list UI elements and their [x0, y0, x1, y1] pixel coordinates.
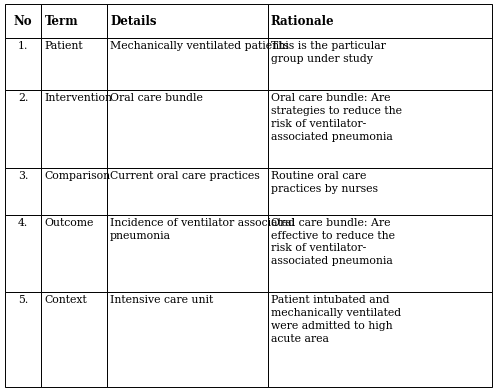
Text: Context: Context	[44, 295, 87, 305]
Bar	[41, 292, 107, 387]
Text: Rationale: Rationale	[271, 14, 334, 28]
Text: Details: Details	[110, 14, 157, 28]
Bar	[5, 215, 41, 292]
Text: Oral care bundle: Are
effective to reduce the
risk of ventilator-
associated pne: Oral care bundle: Are effective to reduc…	[271, 218, 395, 266]
Bar	[5, 38, 41, 90]
Text: Intervention: Intervention	[44, 93, 112, 103]
Text: Oral care bundle: Oral care bundle	[110, 93, 203, 103]
Text: Term: Term	[44, 14, 78, 28]
Text: No: No	[14, 14, 32, 28]
Text: Intensive care unit: Intensive care unit	[110, 295, 213, 305]
Text: 4.: 4.	[18, 218, 28, 228]
Bar	[107, 4, 268, 38]
Text: Routine oral care
practices by nurses: Routine oral care practices by nurses	[271, 171, 378, 194]
Bar	[5, 90, 41, 168]
Bar	[107, 292, 268, 387]
Bar	[107, 215, 268, 292]
Bar	[41, 4, 107, 38]
Bar	[41, 215, 107, 292]
Text: Incidence of ventilator associated
pneumonia: Incidence of ventilator associated pneum…	[110, 218, 295, 240]
Bar	[268, 4, 492, 38]
Bar	[268, 292, 492, 387]
Bar	[268, 90, 492, 168]
Bar	[107, 38, 268, 90]
Text: Comparison: Comparison	[44, 171, 110, 181]
Text: This is the particular
group under study: This is the particular group under study	[271, 41, 386, 64]
Text: Patient intubated and
mechanically ventilated
were admitted to high
acute area: Patient intubated and mechanically venti…	[271, 295, 401, 344]
Bar	[268, 38, 492, 90]
Text: Patient: Patient	[44, 41, 83, 52]
Bar	[41, 90, 107, 168]
Bar	[41, 168, 107, 215]
Bar	[107, 168, 268, 215]
Text: Outcome: Outcome	[44, 218, 94, 228]
Bar	[268, 215, 492, 292]
Bar	[5, 292, 41, 387]
Bar	[268, 168, 492, 215]
Bar	[107, 90, 268, 168]
Text: Oral care bundle: Are
strategies to reduce the
risk of ventilator-
associated pn: Oral care bundle: Are strategies to redu…	[271, 93, 402, 142]
Bar	[5, 168, 41, 215]
Text: 2.: 2.	[18, 93, 28, 103]
Text: 5.: 5.	[18, 295, 28, 305]
Text: Current oral care practices: Current oral care practices	[110, 171, 260, 181]
Text: 1.: 1.	[18, 41, 28, 52]
Text: Mechanically ventilated patients: Mechanically ventilated patients	[110, 41, 289, 52]
Bar	[41, 38, 107, 90]
Text: 3.: 3.	[18, 171, 28, 181]
Bar	[5, 4, 41, 38]
